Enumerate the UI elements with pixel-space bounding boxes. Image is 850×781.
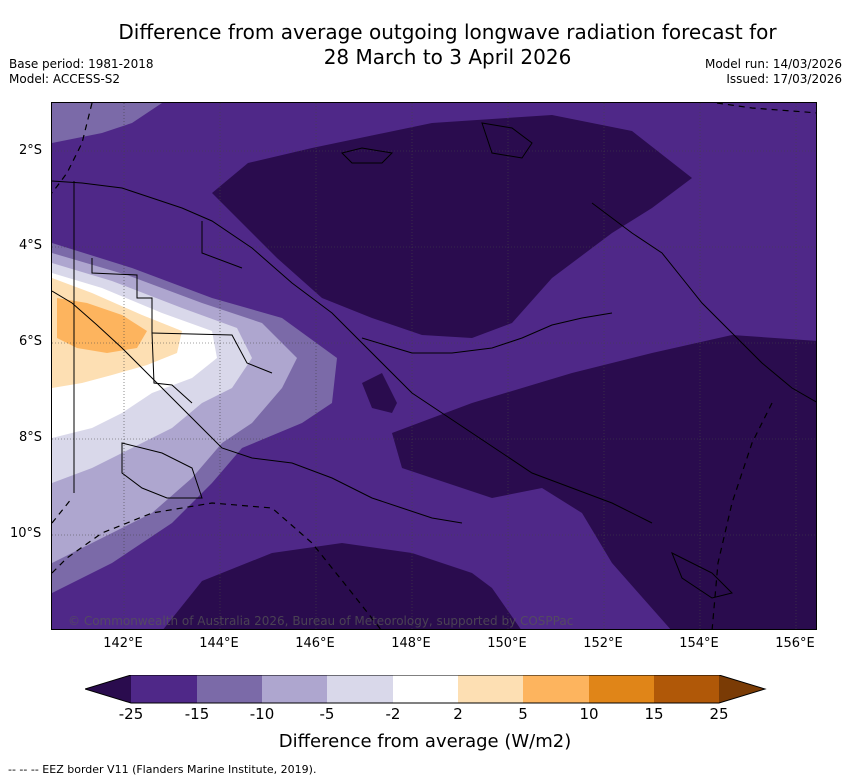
lat-label-8s: 8°S bbox=[19, 430, 43, 445]
coastlines bbox=[52, 122, 816, 599]
colorbar-tick-15: 15 bbox=[644, 705, 664, 723]
colorbar-10-5 bbox=[262, 675, 327, 703]
lat-label-10s: 10°S bbox=[10, 526, 42, 541]
colorbar-tick-m15: -15 bbox=[184, 705, 210, 723]
map-title: Difference from average outgoing longwav… bbox=[0, 20, 850, 70]
colorbar-5-2 bbox=[327, 675, 393, 703]
colorbar-gt-25 bbox=[719, 675, 765, 703]
colorbar-title: Difference from average (W/m2) bbox=[278, 731, 572, 752]
issued-date: Issued: 17/03/2026 bbox=[726, 72, 842, 86]
colorbar-tick-10: 10 bbox=[579, 705, 599, 723]
lon-label-154e: 154°E bbox=[679, 636, 719, 651]
region-light-northwest bbox=[52, 103, 162, 143]
colorbar-tick-m2: -2 bbox=[385, 705, 401, 723]
colorbar bbox=[85, 675, 767, 704]
colorbar-tick-m25: -25 bbox=[118, 705, 144, 723]
colorbar-25-15 bbox=[131, 675, 197, 703]
eez-border bbox=[52, 103, 816, 629]
title-line-2: 28 March to 3 April 2026 bbox=[323, 45, 572, 69]
model-run: Model run: 14/03/2026 bbox=[704, 57, 842, 71]
lon-label-150e: 150°E bbox=[487, 636, 527, 651]
lat-label-6s: 6°S bbox=[19, 334, 43, 349]
colorbar-outline bbox=[85, 675, 767, 704]
region-band-5-10 bbox=[57, 298, 147, 353]
colorbar-tick-25: 25 bbox=[709, 705, 729, 723]
lat-label-2s: 2°S bbox=[19, 143, 43, 158]
admin-borders bbox=[73, 181, 273, 493]
olr-anomaly-map bbox=[51, 102, 817, 630]
colorbar-lt-25 bbox=[85, 675, 131, 703]
base-period: Base period: 1981-2018 bbox=[9, 57, 154, 71]
model-name: Model: ACCESS-S2 bbox=[9, 72, 121, 86]
eez-footnote: -- -- -- EEZ border V11 (Flanders Marine… bbox=[8, 763, 317, 776]
region-dark-small bbox=[362, 373, 397, 413]
graticule bbox=[52, 103, 816, 629]
region-dark-north bbox=[212, 115, 692, 338]
colorbar-2-2 bbox=[393, 675, 458, 703]
lon-label-146e: 146°E bbox=[295, 636, 335, 651]
colorbar-15-10 bbox=[197, 675, 262, 703]
lat-label-4s: 4°S bbox=[19, 238, 43, 253]
meta-left: Base period: 1981-2018 Model: ACCESS-S2 bbox=[9, 57, 154, 87]
colorbar-tick-5: 5 bbox=[518, 705, 528, 723]
lon-label-142e: 142°E bbox=[103, 636, 143, 651]
colorbar-tick-m5: -5 bbox=[319, 705, 335, 723]
colorbar-tick-m10: -10 bbox=[249, 705, 275, 723]
region-dark-southwest bbox=[163, 543, 521, 629]
map-canvas bbox=[52, 103, 816, 629]
colorbar-tick-2: 2 bbox=[453, 705, 463, 723]
colorbar-2-5 bbox=[458, 675, 523, 703]
lon-label-148e: 148°E bbox=[391, 636, 431, 651]
colorbar-5-10 bbox=[523, 675, 589, 703]
lon-label-144e: 144°E bbox=[199, 636, 239, 651]
colorbar-10-15 bbox=[589, 675, 654, 703]
meta-right: Model run: 14/03/2026 Issued: 17/03/2026 bbox=[705, 57, 842, 87]
colorbar-15-25 bbox=[654, 675, 719, 703]
lon-label-152e: 152°E bbox=[583, 636, 623, 651]
lon-label-156e: 156°E bbox=[775, 636, 815, 651]
copyright-notice: © Commonwealth of Australia 2026, Bureau… bbox=[68, 614, 574, 628]
title-line-1: Difference from average outgoing longwav… bbox=[118, 20, 777, 44]
